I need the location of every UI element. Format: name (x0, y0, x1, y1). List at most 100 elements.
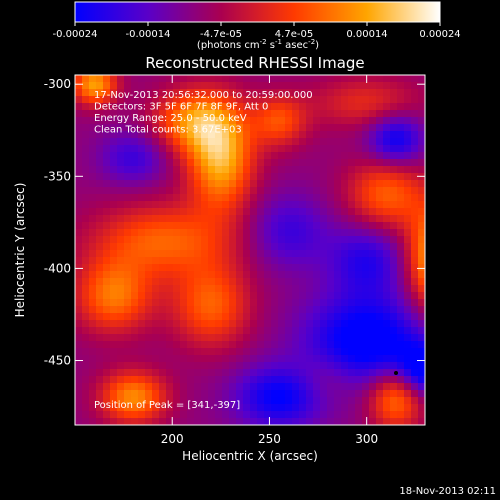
heatmap-cell (103, 369, 110, 376)
heatmap-cell (75, 292, 82, 299)
heatmap-cell (75, 75, 82, 82)
heatmap-cell (236, 271, 243, 278)
heatmap-cell (285, 89, 292, 96)
heatmap-cell (187, 320, 194, 327)
heatmap-cell (411, 110, 418, 117)
heatmap-cell (208, 397, 215, 404)
heatmap-cell (404, 327, 411, 334)
heatmap-cell (152, 215, 159, 222)
heatmap-cell (383, 355, 390, 362)
heatmap-cell (201, 348, 208, 355)
heatmap-cell (376, 229, 383, 236)
heatmap-cell (208, 208, 215, 215)
heatmap-cell (131, 110, 138, 117)
heatmap-cell (355, 159, 362, 166)
heatmap-cell (355, 82, 362, 89)
heatmap-cell (278, 173, 285, 180)
heatmap-cell (215, 89, 222, 96)
heatmap-cell (243, 341, 250, 348)
heatmap-cell (145, 194, 152, 201)
heatmap-cell (299, 117, 306, 124)
heatmap-cell (411, 320, 418, 327)
heatmap-cell (152, 201, 159, 208)
heatmap-cell (362, 271, 369, 278)
heatmap-cell (103, 390, 110, 397)
heatmap-cell (138, 145, 145, 152)
heatmap-cell (390, 369, 397, 376)
heatmap-cell (124, 75, 131, 82)
heatmap-cell (117, 117, 124, 124)
heatmap-cell (390, 278, 397, 285)
heatmap-cell (75, 327, 82, 334)
heatmap-cell (117, 341, 124, 348)
heatmap-cell (229, 180, 236, 187)
heatmap-cell (117, 173, 124, 180)
heatmap-cell (110, 383, 117, 390)
heatmap-cell (369, 348, 376, 355)
heatmap-cell (292, 376, 299, 383)
heatmap-cell (397, 96, 404, 103)
heatmap-cell (320, 278, 327, 285)
heatmap-cell (208, 110, 215, 117)
colorbar: -0.00024 -0.00014 -4.7e-05 4.7e-05 0.00014 0.… (53, 1, 461, 51)
heatmap-cell (180, 243, 187, 250)
heatmap-cell (152, 117, 159, 124)
heatmap-cell (327, 110, 334, 117)
heatmap-cell (390, 138, 397, 145)
heatmap-cell (208, 411, 215, 418)
heatmap-cell (383, 383, 390, 390)
heatmap-cell (215, 285, 222, 292)
heatmap-cell (334, 257, 341, 264)
heatmap-cell (292, 152, 299, 159)
heatmap-cell (222, 166, 229, 173)
heatmap-cell (271, 348, 278, 355)
heatmap-cell (341, 411, 348, 418)
heatmap-cell (369, 285, 376, 292)
heatmap-cell (320, 124, 327, 131)
heatmap-cell (390, 229, 397, 236)
heatmap-cell (222, 82, 229, 89)
heatmap-cell (236, 243, 243, 250)
heatmap-cell (166, 397, 173, 404)
heatmap-cell (369, 411, 376, 418)
heatmap-cell (180, 376, 187, 383)
heatmap-cell (271, 271, 278, 278)
heatmap-cell (292, 201, 299, 208)
heatmap-cell (355, 138, 362, 145)
heatmap-cell (117, 250, 124, 257)
heatmap-cell (124, 145, 131, 152)
heatmap-cell (208, 222, 215, 229)
heatmap-cell (299, 236, 306, 243)
heatmap-cell (411, 397, 418, 404)
heatmap-cell (187, 117, 194, 124)
heatmap-cell (348, 257, 355, 264)
heatmap-cell (264, 299, 271, 306)
heatmap-cell (208, 418, 215, 425)
heatmap-cell (138, 418, 145, 425)
heatmap-cell (306, 194, 313, 201)
heatmap-cell (194, 75, 201, 82)
heatmap-cell (313, 355, 320, 362)
heatmap-cell (369, 299, 376, 306)
heatmap-cell (208, 173, 215, 180)
heatmap-cell (299, 173, 306, 180)
heatmap-cell (82, 103, 89, 110)
heatmap-cell (96, 201, 103, 208)
heatmap-cell (229, 89, 236, 96)
heatmap-cell (327, 390, 334, 397)
heatmap-cell (131, 152, 138, 159)
heatmap-cell (166, 173, 173, 180)
heatmap-cell (397, 229, 404, 236)
heatmap-cell (166, 82, 173, 89)
heatmap-cell (75, 236, 82, 243)
heatmap-cell (383, 215, 390, 222)
heatmap-cell (173, 292, 180, 299)
heatmap-cell (250, 264, 257, 271)
heatmap-cell (369, 131, 376, 138)
heatmap-cell (383, 369, 390, 376)
heatmap-cell (131, 390, 138, 397)
heatmap-cell (285, 292, 292, 299)
colorbar-tick-label: 4.7e-05 (275, 29, 313, 40)
heatmap-cell (390, 327, 397, 334)
heatmap-cell (320, 390, 327, 397)
